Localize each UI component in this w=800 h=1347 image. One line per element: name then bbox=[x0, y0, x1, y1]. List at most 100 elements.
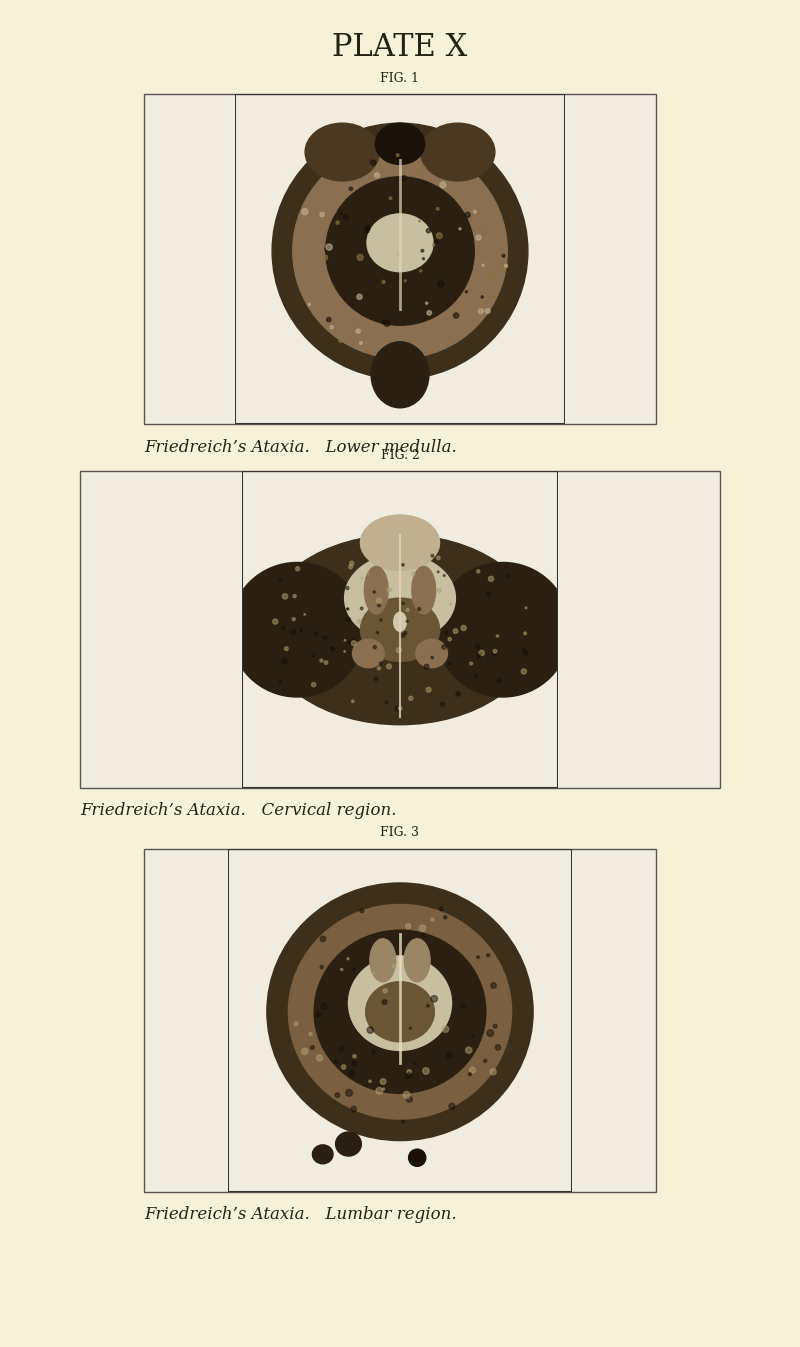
Ellipse shape bbox=[311, 683, 316, 687]
Ellipse shape bbox=[382, 319, 386, 325]
Ellipse shape bbox=[366, 982, 434, 1041]
Ellipse shape bbox=[383, 989, 387, 993]
Ellipse shape bbox=[373, 973, 374, 974]
Ellipse shape bbox=[402, 1121, 404, 1123]
Ellipse shape bbox=[316, 1013, 321, 1017]
Ellipse shape bbox=[279, 680, 282, 683]
Ellipse shape bbox=[431, 995, 438, 1002]
Ellipse shape bbox=[438, 280, 444, 287]
Ellipse shape bbox=[336, 221, 339, 225]
Ellipse shape bbox=[346, 586, 349, 590]
Ellipse shape bbox=[378, 603, 381, 606]
Ellipse shape bbox=[377, 632, 378, 634]
Ellipse shape bbox=[422, 1068, 430, 1075]
Ellipse shape bbox=[305, 123, 379, 180]
Ellipse shape bbox=[320, 936, 326, 942]
Ellipse shape bbox=[339, 1047, 343, 1051]
Ellipse shape bbox=[323, 636, 327, 640]
Ellipse shape bbox=[377, 598, 382, 603]
Ellipse shape bbox=[357, 325, 360, 327]
Ellipse shape bbox=[339, 213, 342, 216]
Ellipse shape bbox=[351, 1106, 357, 1111]
Ellipse shape bbox=[465, 213, 470, 218]
Ellipse shape bbox=[230, 563, 364, 696]
Ellipse shape bbox=[398, 707, 402, 710]
Ellipse shape bbox=[375, 123, 425, 164]
Ellipse shape bbox=[431, 919, 434, 921]
Ellipse shape bbox=[486, 954, 490, 956]
Ellipse shape bbox=[402, 563, 404, 566]
Ellipse shape bbox=[431, 555, 434, 558]
Ellipse shape bbox=[395, 706, 400, 711]
Ellipse shape bbox=[302, 1048, 308, 1055]
Ellipse shape bbox=[426, 1005, 429, 1008]
Ellipse shape bbox=[320, 213, 324, 217]
Ellipse shape bbox=[335, 1131, 362, 1156]
Ellipse shape bbox=[394, 613, 406, 632]
Ellipse shape bbox=[443, 575, 445, 577]
Ellipse shape bbox=[346, 607, 349, 610]
Ellipse shape bbox=[351, 700, 354, 703]
Ellipse shape bbox=[470, 1067, 475, 1074]
Ellipse shape bbox=[436, 207, 439, 210]
Ellipse shape bbox=[302, 209, 308, 214]
Bar bbox=[228, 849, 572, 1192]
Ellipse shape bbox=[412, 567, 436, 614]
Ellipse shape bbox=[437, 556, 440, 559]
Ellipse shape bbox=[406, 609, 409, 612]
Ellipse shape bbox=[367, 572, 369, 574]
Ellipse shape bbox=[492, 649, 497, 655]
Ellipse shape bbox=[379, 661, 382, 664]
Ellipse shape bbox=[402, 602, 404, 605]
Ellipse shape bbox=[486, 593, 490, 597]
Ellipse shape bbox=[505, 264, 508, 267]
Ellipse shape bbox=[335, 1092, 340, 1098]
Ellipse shape bbox=[418, 221, 420, 222]
Text: FIG. 1: FIG. 1 bbox=[381, 71, 419, 85]
Ellipse shape bbox=[459, 228, 461, 230]
Text: FIG. 2: FIG. 2 bbox=[381, 449, 419, 462]
Ellipse shape bbox=[477, 570, 480, 572]
Ellipse shape bbox=[478, 308, 483, 314]
Ellipse shape bbox=[356, 329, 360, 333]
Ellipse shape bbox=[424, 664, 429, 669]
Ellipse shape bbox=[342, 1065, 346, 1070]
Ellipse shape bbox=[360, 909, 364, 913]
Ellipse shape bbox=[396, 648, 402, 653]
Ellipse shape bbox=[482, 264, 484, 267]
Ellipse shape bbox=[474, 210, 476, 213]
Ellipse shape bbox=[466, 291, 467, 292]
Ellipse shape bbox=[353, 640, 384, 668]
Ellipse shape bbox=[346, 607, 349, 610]
Ellipse shape bbox=[311, 653, 315, 657]
Ellipse shape bbox=[422, 933, 425, 936]
Ellipse shape bbox=[442, 1026, 449, 1032]
Ellipse shape bbox=[406, 1074, 412, 1079]
Ellipse shape bbox=[369, 1080, 371, 1083]
Ellipse shape bbox=[322, 255, 328, 260]
Ellipse shape bbox=[382, 1088, 385, 1090]
Ellipse shape bbox=[295, 567, 300, 571]
Ellipse shape bbox=[465, 300, 467, 302]
Ellipse shape bbox=[401, 633, 405, 637]
Ellipse shape bbox=[384, 321, 390, 326]
Ellipse shape bbox=[472, 1036, 474, 1037]
Ellipse shape bbox=[378, 667, 381, 669]
Ellipse shape bbox=[403, 1091, 410, 1098]
Ellipse shape bbox=[501, 264, 506, 269]
Ellipse shape bbox=[385, 700, 388, 703]
Ellipse shape bbox=[326, 244, 332, 251]
Ellipse shape bbox=[495, 1045, 501, 1051]
Ellipse shape bbox=[353, 1055, 356, 1057]
Ellipse shape bbox=[308, 303, 310, 306]
Ellipse shape bbox=[479, 651, 485, 656]
Ellipse shape bbox=[402, 158, 407, 163]
Ellipse shape bbox=[476, 234, 481, 240]
Ellipse shape bbox=[493, 649, 497, 653]
Ellipse shape bbox=[441, 702, 445, 706]
Ellipse shape bbox=[282, 626, 285, 629]
Ellipse shape bbox=[409, 1149, 426, 1167]
Ellipse shape bbox=[300, 629, 302, 632]
Ellipse shape bbox=[358, 620, 361, 624]
Ellipse shape bbox=[449, 1103, 455, 1109]
